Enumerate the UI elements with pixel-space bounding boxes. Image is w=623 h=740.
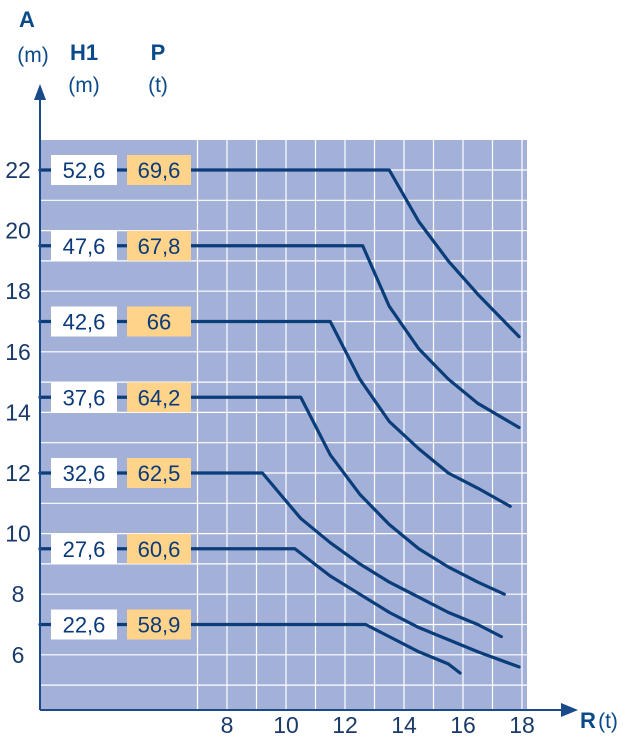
y-tick-label: 20 <box>5 218 31 244</box>
h1-value: 22,6 <box>63 613 106 638</box>
h1-value: 37,6 <box>63 385 106 410</box>
p-value-box <box>127 382 191 413</box>
h1-value-box <box>51 458 117 488</box>
x-axis-arrow <box>561 703 578 717</box>
p-value: 69,6 <box>138 158 181 183</box>
h1-value-box <box>51 230 117 261</box>
y-tick-label: 12 <box>5 460 31 486</box>
x-tick-label: 16 <box>450 712 476 738</box>
p-value: 64,2 <box>138 385 181 410</box>
y-tick-label: 8 <box>12 581 25 607</box>
p-value-box <box>127 306 191 337</box>
p-column-title: P <box>151 40 166 65</box>
load-curve <box>38 471 503 639</box>
p-value: 67,8 <box>138 234 181 259</box>
y-axis-letter: A <box>19 7 35 32</box>
y-tick-label: 10 <box>5 521 31 547</box>
p-value: 66 <box>147 310 171 335</box>
p-value-box <box>127 609 191 640</box>
p-column-unit: (t) <box>148 74 168 97</box>
x-axis-unit: (t) <box>598 710 618 733</box>
h1-column-unit: (m) <box>68 74 99 97</box>
x-tick-label: 12 <box>332 712 358 738</box>
x-tick-label: 10 <box>273 712 299 738</box>
h1-value-box <box>51 382 117 413</box>
x-tick-label: 18 <box>509 712 535 738</box>
h1-value-box <box>51 306 117 337</box>
p-value: 62,5 <box>138 461 181 486</box>
y-tick-label: 6 <box>12 642 25 668</box>
plot-background <box>40 140 527 710</box>
h1-value: 52,6 <box>63 158 106 183</box>
y-tick-label: 14 <box>5 399 31 425</box>
load-curve <box>38 168 521 339</box>
h1-value: 27,6 <box>63 537 106 562</box>
y-axis-arrow <box>34 84 46 100</box>
p-value-box <box>127 155 191 185</box>
h1-column-title: H1 <box>70 40 98 65</box>
p-value-box <box>127 458 191 488</box>
y-tick-label: 16 <box>5 339 31 365</box>
h1-value-box <box>51 533 117 564</box>
load-curve <box>38 622 462 675</box>
h1-value: 42,6 <box>63 310 106 335</box>
h1-value-box <box>51 609 117 640</box>
p-value: 60,6 <box>138 537 181 562</box>
p-value: 58,9 <box>138 613 181 638</box>
h1-value-box <box>51 155 117 185</box>
p-value-box <box>127 230 191 261</box>
load-curve <box>38 319 512 508</box>
y-tick-label: 22 <box>5 157 31 183</box>
p-value-box <box>127 533 191 564</box>
x-tick-label: 14 <box>391 712 417 738</box>
load-curve <box>38 547 521 669</box>
x-axis-letter: R <box>580 708 596 733</box>
y-tick-label: 18 <box>5 278 31 304</box>
h1-value: 32,6 <box>63 461 106 486</box>
y-axis-unit: (m) <box>17 44 48 67</box>
h1-value: 47,6 <box>63 234 106 259</box>
load-curve <box>38 244 521 430</box>
load-curve <box>38 395 506 596</box>
x-tick-label: 8 <box>221 712 234 738</box>
